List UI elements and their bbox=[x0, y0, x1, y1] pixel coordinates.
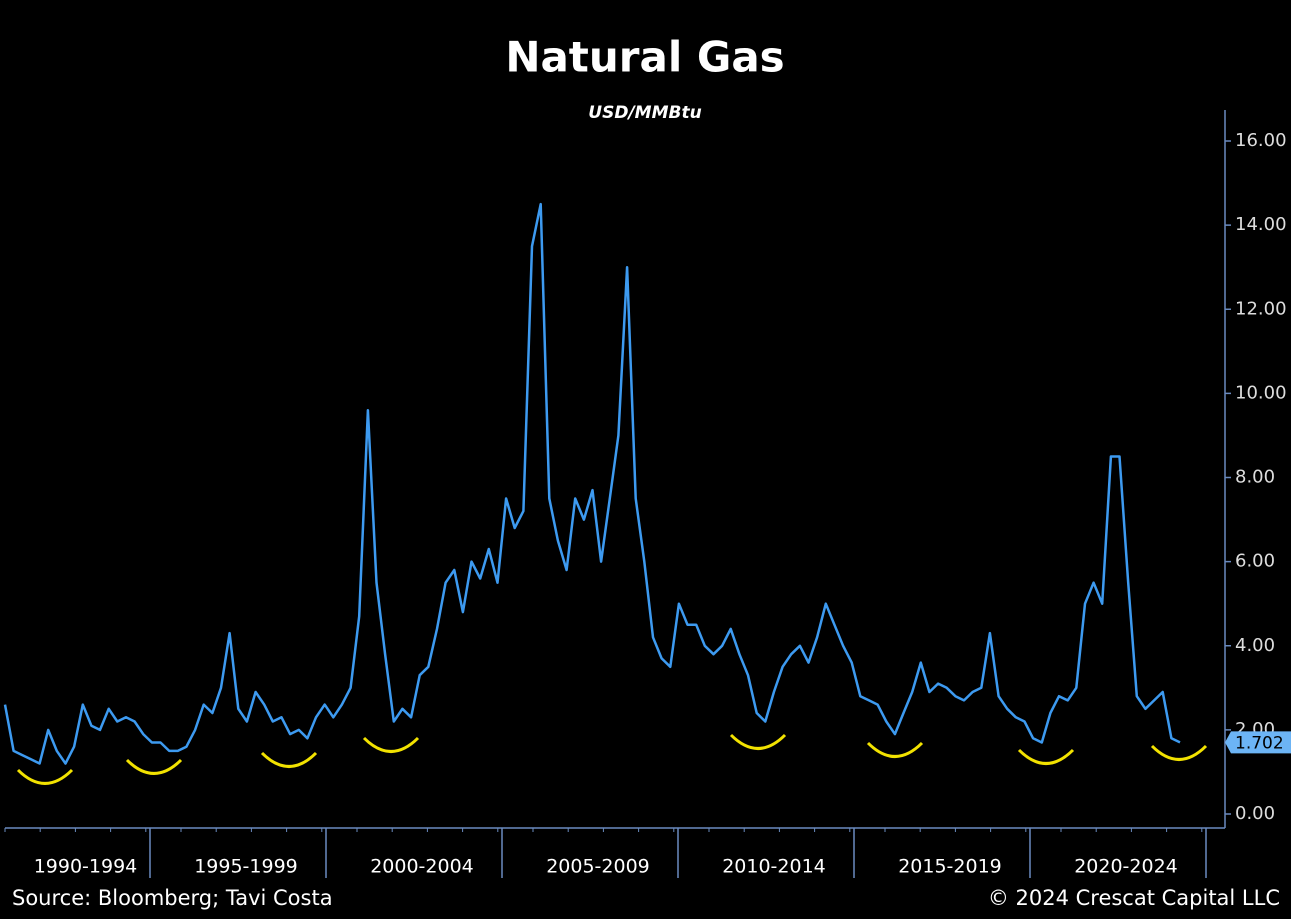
trough-arc bbox=[125, 758, 183, 775]
y-tick-label: 12.00 bbox=[1235, 298, 1287, 319]
last-value-box bbox=[1225, 731, 1291, 754]
trough-arc bbox=[1017, 748, 1075, 765]
trough-arc bbox=[866, 741, 924, 758]
y-tick-label: 10.00 bbox=[1235, 382, 1287, 403]
y-tick-label: 6.00 bbox=[1235, 551, 1275, 572]
copyright-note: © 2024 Crescat Capital LLC bbox=[988, 886, 1280, 910]
y-tick-label: 0.00 bbox=[1235, 803, 1275, 824]
trough-arc bbox=[260, 751, 318, 768]
x-tick-label: 2000-2004 bbox=[370, 856, 474, 878]
trough-arc bbox=[362, 736, 420, 753]
trough-arc bbox=[16, 768, 74, 785]
chart-title: Natural Gas bbox=[505, 33, 784, 82]
y-tick-label: 8.00 bbox=[1235, 467, 1275, 488]
trough-markers bbox=[16, 733, 1208, 785]
x-tick-label: 2005-2009 bbox=[546, 856, 650, 878]
y-tick-label: 14.00 bbox=[1235, 214, 1287, 235]
trough-arc bbox=[729, 733, 787, 750]
x-tick-label: 2010-2014 bbox=[722, 856, 826, 878]
source-note: Source: Bloomberg; Tavi Costa bbox=[12, 886, 333, 910]
trough-arc bbox=[1150, 744, 1208, 761]
last-value-label: 1.702 bbox=[1235, 733, 1284, 753]
x-tick-label: 2020-2024 bbox=[1074, 856, 1178, 878]
y-tick-label: 16.00 bbox=[1235, 130, 1287, 151]
price-line bbox=[3, 202, 1181, 765]
x-tick-label: 2015-2019 bbox=[898, 856, 1002, 878]
x-tick-label: 1995-1999 bbox=[194, 856, 298, 878]
chart-subtitle: USD/MMBtu bbox=[588, 103, 701, 123]
x-tick-label: 1990-1994 bbox=[34, 856, 138, 878]
y-tick-label: 4.00 bbox=[1235, 635, 1275, 656]
